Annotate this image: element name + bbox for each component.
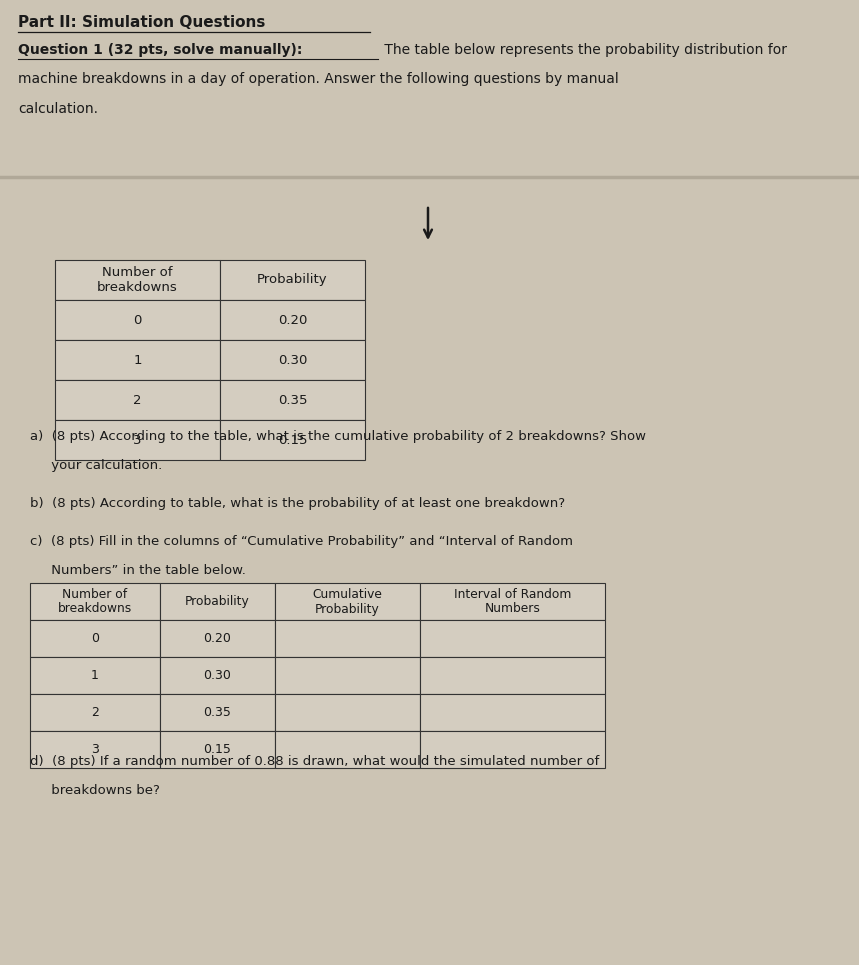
Text: 3: 3: [91, 743, 99, 756]
Bar: [275, 583, 420, 620]
Text: 0: 0: [91, 632, 99, 645]
Text: Part II: Simulation Questions: Part II: Simulation Questions: [18, 15, 265, 30]
Text: a)  (8 pts) According to the table, what is the cumulative probability of 2 brea: a) (8 pts) According to the table, what …: [30, 430, 646, 443]
Bar: [275, 657, 420, 694]
Text: 0.20: 0.20: [277, 314, 308, 326]
Text: machine breakdowns in a day of operation. Answer the following questions by manu: machine breakdowns in a day of operation…: [18, 72, 618, 87]
Bar: [160, 583, 275, 620]
Text: 2: 2: [91, 706, 99, 719]
Text: 0.30: 0.30: [204, 669, 231, 682]
Text: your calculation.: your calculation.: [30, 459, 162, 473]
Text: Probability: Probability: [257, 273, 328, 287]
Text: Question 1 (32 pts, solve manually):: Question 1 (32 pts, solve manually):: [18, 43, 302, 57]
Text: d)  (8 pts) If a random number of 0.88 is drawn, what would the simulated number: d) (8 pts) If a random number of 0.88 is…: [30, 755, 600, 768]
Text: 0: 0: [133, 314, 142, 326]
Text: 1: 1: [133, 353, 142, 367]
Bar: [275, 731, 420, 768]
Text: b)  (8 pts) According to table, what is the probability of at least one breakdow: b) (8 pts) According to table, what is t…: [30, 497, 565, 510]
Bar: [420, 657, 605, 694]
Text: Interval of Random
Numbers: Interval of Random Numbers: [454, 588, 571, 616]
Bar: [220, 260, 365, 300]
Bar: [55, 300, 220, 340]
Text: Numbers” in the table below.: Numbers” in the table below.: [30, 564, 246, 577]
Text: 0.30: 0.30: [277, 353, 308, 367]
Bar: [420, 694, 605, 731]
Bar: [55, 260, 220, 300]
Bar: [160, 657, 275, 694]
Text: calculation.: calculation.: [18, 102, 98, 116]
Text: 0.35: 0.35: [277, 394, 308, 406]
Text: 0.20: 0.20: [204, 632, 231, 645]
Text: 0.15: 0.15: [277, 433, 308, 447]
Bar: [420, 583, 605, 620]
Bar: [220, 300, 365, 340]
Text: 0.15: 0.15: [204, 743, 231, 756]
Text: 3: 3: [133, 433, 142, 447]
Bar: [30, 694, 160, 731]
Bar: [30, 583, 160, 620]
Bar: [220, 380, 365, 420]
Bar: [420, 620, 605, 657]
Bar: [275, 620, 420, 657]
Bar: [220, 340, 365, 380]
Bar: [55, 380, 220, 420]
Bar: [160, 694, 275, 731]
Bar: [160, 620, 275, 657]
Text: c)  (8 pts) Fill in the columns of “Cumulative Probability” and “Interval of Ran: c) (8 pts) Fill in the columns of “Cumul…: [30, 535, 573, 547]
Bar: [275, 694, 420, 731]
Bar: [55, 420, 220, 460]
Bar: [30, 657, 160, 694]
Text: 2: 2: [133, 394, 142, 406]
Bar: [55, 340, 220, 380]
Text: 0.35: 0.35: [204, 706, 231, 719]
Text: breakdowns be?: breakdowns be?: [30, 785, 160, 797]
Text: Cumulative
Probability: Cumulative Probability: [313, 588, 382, 616]
Text: Number of
breakdowns: Number of breakdowns: [97, 266, 178, 294]
Bar: [30, 731, 160, 768]
Bar: [220, 420, 365, 460]
Bar: [160, 731, 275, 768]
Bar: [420, 731, 605, 768]
Text: Probability: Probability: [186, 595, 250, 608]
Text: 1: 1: [91, 669, 99, 682]
Text: Number of
breakdowns: Number of breakdowns: [58, 588, 132, 616]
Bar: [30, 620, 160, 657]
Text: The table below represents the probability distribution for: The table below represents the probabili…: [380, 43, 787, 57]
